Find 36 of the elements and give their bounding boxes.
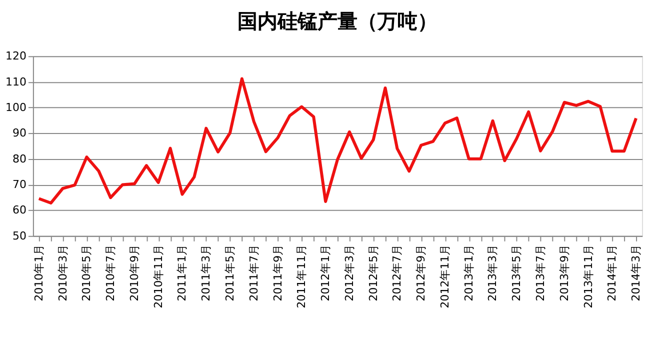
x-tick-label: 2013年9月 (558, 244, 571, 302)
x-tick-label: 2012年11月 (438, 244, 452, 308)
x-tick-label: 2012年5月 (366, 244, 380, 302)
line-series (37, 77, 638, 205)
y-tick-label: 50 (12, 229, 26, 242)
x-tick-label: 2013年5月 (510, 244, 524, 302)
x-tick-label: 2010年5月 (80, 244, 94, 302)
x-tick-label: 2014年3月 (630, 244, 643, 302)
x-tick-label: 2011年5月 (224, 244, 236, 302)
x-tick-label: 2013年1月 (462, 244, 476, 302)
y-tick-label: 90 (12, 126, 26, 140)
y-tick-label: 80 (12, 152, 26, 166)
x-tick-label: 2013年7月 (534, 244, 548, 302)
x-tick-label: 2010年3月 (56, 244, 70, 302)
x-tick-label: 2012年3月 (342, 244, 356, 302)
y-tick-label: 120 (6, 50, 26, 63)
y-tick-label: 110 (6, 75, 26, 88)
x-tick-label: 2011年3月 (200, 244, 213, 302)
x-tick-label: 2013年11月 (582, 244, 595, 308)
y-tick-label: 60 (12, 204, 26, 217)
y-tick-label: 70 (12, 178, 26, 192)
x-tick-label: 2012年7月 (390, 244, 404, 302)
x-tick-label: 2011年7月 (247, 244, 260, 302)
x-tick-label: 2012年9月 (414, 244, 428, 302)
x-tick-label: 2014年1月 (606, 244, 619, 302)
x-tick-label: 2010年11月 (152, 244, 165, 308)
x-tick-label: 2011年11月 (295, 244, 308, 308)
x-tick-label: 2012年1月 (319, 244, 332, 302)
x-tick-label: 2011年9月 (271, 244, 284, 302)
chart-title: 国内硅锰产量（万吨） (237, 9, 438, 34)
x-tick-label: 2013年3月 (486, 244, 500, 302)
x-tick-label: 2011年1月 (176, 244, 189, 302)
x-tick-label: 2010年9月 (128, 244, 141, 302)
y-tick-label: 100 (6, 101, 26, 114)
x-tick-label: 2010年1月 (32, 244, 46, 302)
x-tick-label: 2010年7月 (104, 244, 118, 302)
